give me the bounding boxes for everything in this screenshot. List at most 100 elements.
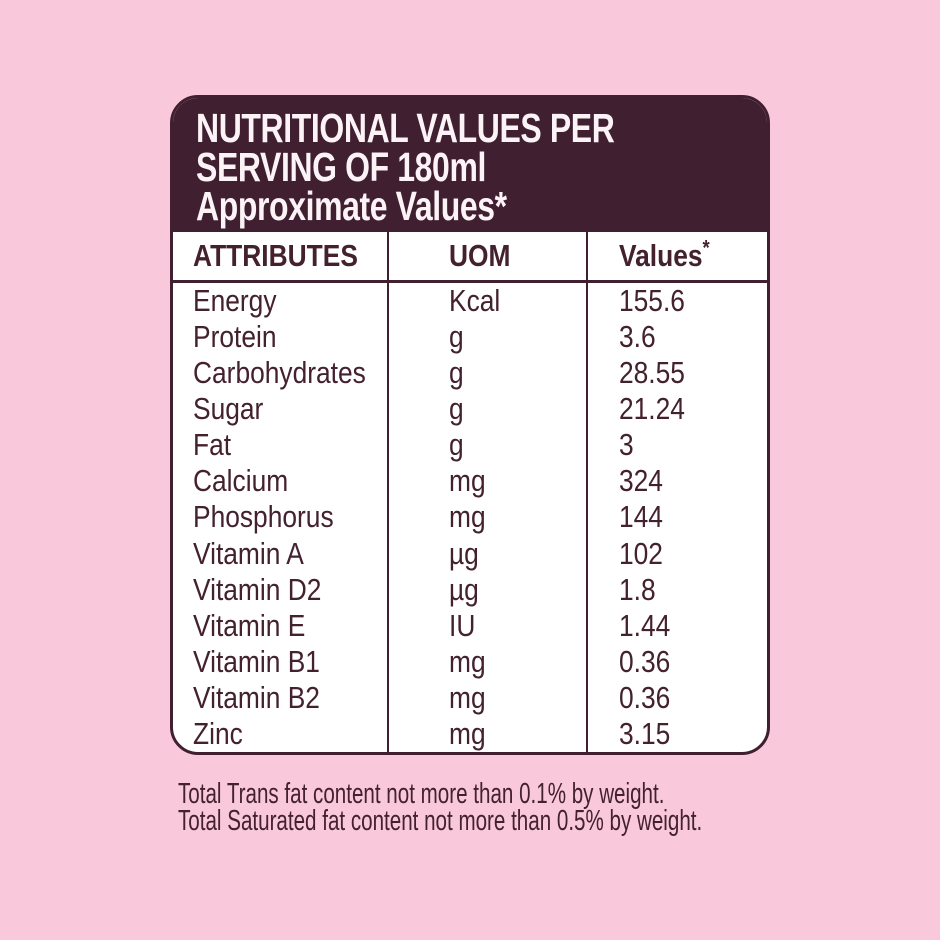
- footnote-saturated-fat-text: Total Saturated fat content not more tha…: [178, 805, 703, 837]
- attribute-cell-text: Sugar: [193, 391, 264, 427]
- table-body: Energy Kcal 155.6 Protein g 3.6 Carbohydrates g…: [173, 283, 767, 752]
- uom-cell: mg: [387, 499, 588, 536]
- uom-cell-text: µg: [449, 535, 479, 571]
- column-header-values-label: Values: [619, 238, 703, 273]
- uom-cell: IU: [387, 607, 588, 644]
- label-title-line1-text: NUTRITIONAL VALUES PER: [196, 105, 615, 151]
- attribute-cell-text: Vitamin B1: [193, 643, 320, 679]
- value-cell-text: 0.36: [619, 679, 671, 715]
- attribute-cell-text: Zinc: [193, 715, 243, 751]
- attribute-cell-text: Energy: [193, 283, 277, 319]
- table-row: Vitamin D2 µg 1.8: [173, 571, 767, 608]
- table-row: Zinc mg 3.15: [173, 715, 767, 752]
- uom-cell: mg: [387, 715, 588, 752]
- value-cell-text: 3.6: [619, 319, 656, 355]
- value-cell: 144: [588, 499, 767, 535]
- value-cell-text: 144: [619, 499, 663, 535]
- table-row: Phosphorus mg 144: [173, 499, 767, 536]
- uom-cell: mg: [387, 679, 588, 716]
- attribute-cell: Vitamin D2: [173, 572, 387, 608]
- column-header-values-text: Values*: [619, 234, 710, 274]
- value-cell: 102: [588, 536, 767, 572]
- nutrition-table: ATTRIBUTES UOM Values* Energy Kcal 155.6 Pr…: [173, 232, 767, 752]
- value-cell: 3.15: [588, 716, 767, 752]
- value-cell: 0.36: [588, 680, 767, 716]
- attribute-cell: Vitamin A: [173, 536, 387, 572]
- footnote-trans-fat-text: Total Trans fat content not more than 0.…: [178, 778, 665, 810]
- value-cell-text: 155.6: [619, 283, 685, 319]
- footnote-saturated-fat: Total Saturated fat content not more tha…: [178, 805, 916, 837]
- value-cell-text: 102: [619, 535, 663, 571]
- table-row: Vitamin B1 mg 0.36: [173, 643, 767, 680]
- value-cell-text: 1.44: [619, 607, 671, 643]
- value-cell: 155.6: [588, 283, 767, 319]
- label-title-line2: SERVING OF 180ml: [196, 144, 759, 190]
- uom-cell-text: IU: [449, 607, 476, 643]
- footnote-trans-fat: Total Trans fat content not more than 0.…: [178, 778, 916, 810]
- uom-cell: mg: [387, 463, 588, 500]
- table-row: Sugar g 21.24: [173, 391, 767, 428]
- table-row: Vitamin E IU 1.44: [173, 607, 767, 644]
- value-cell-text: 0.36: [619, 643, 671, 679]
- value-cell: 0.36: [588, 644, 767, 680]
- uom-cell: Kcal: [387, 283, 588, 320]
- label-subtitle: Approximate Values*: [196, 183, 759, 229]
- attribute-cell: Fat: [173, 427, 387, 463]
- value-cell-text: 3.15: [619, 715, 671, 751]
- uom-cell: g: [387, 427, 588, 464]
- value-cell-text: 1.8: [619, 571, 656, 607]
- attribute-cell: Energy: [173, 283, 387, 319]
- attribute-cell-text: Vitamin B2: [193, 679, 320, 715]
- footnotes: Total Trans fat content not more than 0.…: [178, 778, 916, 837]
- column-header-values: Values*: [588, 232, 767, 280]
- table-header-row: ATTRIBUTES UOM Values*: [173, 232, 767, 283]
- table-row: Protein g 3.6: [173, 319, 767, 356]
- uom-cell-text: mg: [449, 715, 486, 751]
- values-asterisk: *: [702, 234, 710, 260]
- attribute-cell-text: Vitamin E: [193, 607, 306, 643]
- value-cell-text: 28.55: [619, 355, 685, 391]
- table-row: Fat g 3: [173, 427, 767, 464]
- attribute-cell: Phosphorus: [173, 499, 387, 535]
- table-row: Vitamin A µg 102: [173, 535, 767, 572]
- uom-cell-text: g: [449, 427, 464, 463]
- column-header-uom: UOM: [387, 232, 588, 280]
- attribute-cell: Vitamin B1: [173, 644, 387, 680]
- uom-cell: µg: [387, 571, 588, 608]
- attribute-cell: Vitamin E: [173, 608, 387, 644]
- value-cell-text: 21.24: [619, 391, 685, 427]
- attribute-cell: Calcium: [173, 463, 387, 499]
- value-cell: 1.8: [588, 572, 767, 608]
- column-header-attributes: ATTRIBUTES: [173, 232, 387, 280]
- value-cell: 1.44: [588, 608, 767, 644]
- value-cell: 324: [588, 463, 767, 499]
- uom-cell: g: [387, 319, 588, 356]
- attribute-cell: Zinc: [173, 716, 387, 752]
- attribute-cell-text: Phosphorus: [193, 499, 334, 535]
- attribute-cell: Sugar: [173, 391, 387, 427]
- label-title-line2-text: SERVING OF 180ml: [196, 144, 486, 190]
- attribute-cell-text: Carbohydrates: [193, 355, 366, 391]
- nutrition-label-card: NUTRITIONAL VALUES PER SERVING OF 180ml …: [170, 95, 770, 755]
- value-cell-text: 3: [619, 427, 634, 463]
- uom-cell-text: mg: [449, 499, 486, 535]
- uom-cell-text: g: [449, 355, 464, 391]
- table-row: Vitamin B2 mg 0.36: [173, 679, 767, 716]
- attribute-cell: Carbohydrates: [173, 355, 387, 391]
- label-subtitle-text: Approximate Values*: [196, 183, 507, 229]
- uom-cell-text: g: [449, 391, 464, 427]
- value-cell: 28.55: [588, 355, 767, 391]
- value-cell: 3: [588, 427, 767, 463]
- value-cell-text: 324: [619, 463, 663, 499]
- attribute-cell-text: Vitamin A: [193, 535, 304, 571]
- uom-cell-text: Kcal: [449, 283, 501, 319]
- table-row: Calcium mg 324: [173, 463, 767, 500]
- uom-cell-text: µg: [449, 571, 479, 607]
- attribute-cell: Protein: [173, 319, 387, 355]
- attribute-cell-text: Protein: [193, 319, 277, 355]
- column-header-uom-text: UOM: [449, 238, 511, 273]
- label-header: NUTRITIONAL VALUES PER SERVING OF 180ml …: [173, 98, 767, 232]
- uom-cell: mg: [387, 643, 588, 680]
- column-header-attributes-text: ATTRIBUTES: [193, 238, 358, 273]
- table-row: Carbohydrates g 28.55: [173, 355, 767, 392]
